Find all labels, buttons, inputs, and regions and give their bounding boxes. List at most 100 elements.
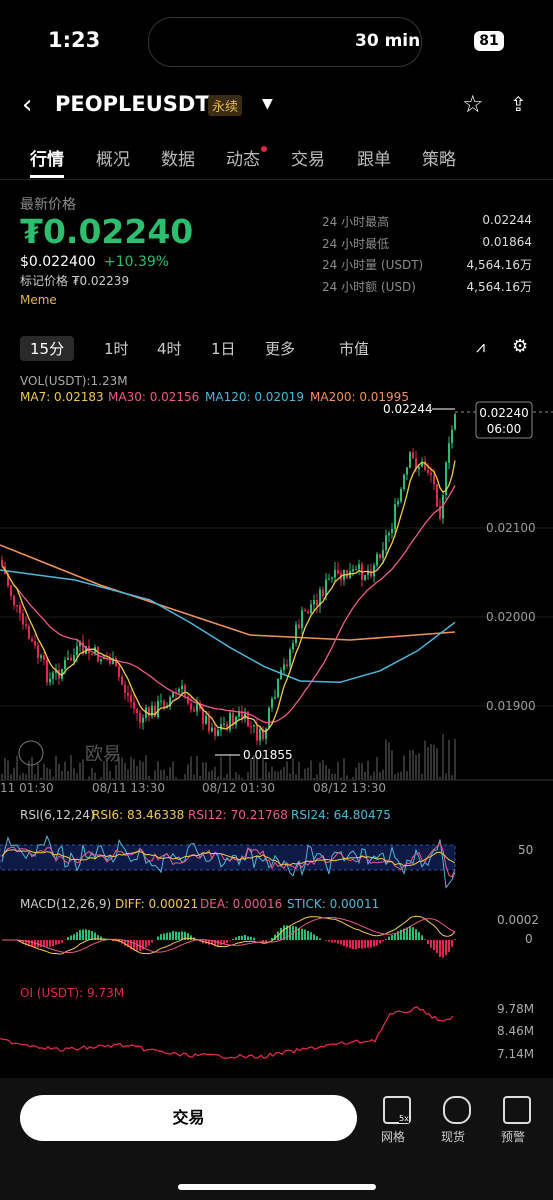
volume bbox=[400, 771, 402, 780]
volume bbox=[277, 771, 279, 780]
volume bbox=[241, 777, 243, 780]
macd-bar bbox=[358, 940, 360, 949]
favorite[interactable]: ☆ bbox=[462, 90, 484, 118]
volume bbox=[316, 774, 318, 780]
volume bbox=[94, 772, 96, 780]
volume bbox=[307, 767, 309, 780]
icon[interactable] bbox=[383, 1096, 411, 1124]
volume bbox=[367, 760, 369, 780]
candle bbox=[436, 484, 438, 507]
macd-bar bbox=[28, 940, 30, 947]
interval[interactable]: 市值 bbox=[339, 340, 370, 358]
candle bbox=[169, 697, 171, 707]
symbol[interactable]: PEOPLEUSDT bbox=[55, 92, 210, 116]
candle bbox=[277, 679, 279, 698]
volume bbox=[112, 778, 114, 780]
volume bbox=[415, 754, 417, 780]
volume bbox=[397, 772, 399, 780]
volume bbox=[451, 775, 453, 780]
volume bbox=[100, 777, 102, 780]
macd-head: MACD(12,26,9) bbox=[20, 897, 111, 911]
volume bbox=[319, 762, 321, 780]
oi-head: OI (USDT): 9.73M bbox=[20, 986, 124, 1000]
macd-bar bbox=[265, 940, 267, 942]
rsi-level: 50 bbox=[518, 843, 533, 857]
volume bbox=[328, 768, 330, 780]
macd-bar bbox=[340, 940, 342, 945]
ma-label: MA7: 0.02183 bbox=[20, 390, 104, 404]
icon-label: 网格 bbox=[381, 1130, 406, 1144]
volume bbox=[262, 756, 264, 780]
volume bbox=[139, 760, 141, 780]
candle bbox=[403, 474, 405, 489]
macd-bar bbox=[364, 940, 366, 949]
volume bbox=[406, 771, 408, 780]
tab[interactable]: 数据 bbox=[161, 150, 195, 170]
candle bbox=[262, 729, 264, 740]
dropdown[interactable]: ▼ bbox=[262, 96, 273, 112]
volume bbox=[199, 776, 201, 780]
icon[interactable] bbox=[443, 1096, 471, 1124]
candle bbox=[100, 659, 102, 662]
badge: 永续 bbox=[208, 95, 243, 116]
settings-icon[interactable]: ⚙ bbox=[512, 336, 529, 357]
icon-label: 现货 bbox=[441, 1130, 466, 1144]
interval[interactable]: 4时 bbox=[157, 340, 182, 358]
macd-bar bbox=[307, 930, 309, 940]
dynamic-island bbox=[148, 17, 422, 67]
volume bbox=[232, 778, 234, 780]
back[interactable]: ‹ bbox=[22, 90, 33, 120]
volume bbox=[235, 772, 237, 780]
tab[interactable]: 动态 bbox=[226, 150, 260, 170]
interval[interactable]: 1日 bbox=[211, 340, 236, 358]
macd-bar bbox=[391, 935, 393, 940]
volume bbox=[115, 764, 117, 780]
candle bbox=[73, 655, 75, 661]
volume bbox=[223, 777, 225, 780]
tab[interactable]: 概况 bbox=[96, 150, 130, 170]
volume bbox=[136, 766, 138, 780]
change: +10.39% bbox=[104, 254, 170, 270]
volume bbox=[376, 756, 378, 780]
ma120 bbox=[0, 569, 456, 684]
macd-bar bbox=[313, 934, 315, 940]
volume bbox=[448, 739, 450, 780]
volume bbox=[4, 758, 6, 780]
tab[interactable]: 交易 bbox=[291, 150, 325, 170]
macd-bar bbox=[112, 940, 114, 942]
macd-bar bbox=[226, 940, 228, 943]
macd-bar bbox=[58, 940, 60, 945]
interval[interactable]: 更多 bbox=[265, 340, 296, 358]
macd-bar bbox=[388, 936, 390, 940]
volume bbox=[280, 769, 282, 780]
candle bbox=[70, 657, 72, 661]
volume bbox=[184, 774, 186, 780]
rsi-item: RSI12: 70.21768 bbox=[188, 808, 288, 822]
macd-bar bbox=[160, 934, 162, 940]
volume bbox=[76, 773, 78, 780]
interval[interactable]: 1时 bbox=[104, 340, 129, 358]
tab[interactable]: 行情 bbox=[30, 150, 64, 170]
macd-bar bbox=[433, 940, 435, 951]
volume bbox=[418, 753, 420, 780]
candle bbox=[10, 585, 12, 596]
tab[interactable]: 跟单 bbox=[357, 150, 391, 170]
icon[interactable] bbox=[503, 1096, 531, 1124]
trade-button[interactable]: 交易 bbox=[20, 1095, 357, 1141]
candle bbox=[274, 697, 276, 699]
macd-bar bbox=[376, 940, 378, 946]
candle bbox=[382, 549, 384, 559]
tab[interactable]: 策略 bbox=[422, 150, 456, 170]
volume bbox=[181, 779, 183, 780]
share[interactable]: ⇪ bbox=[510, 92, 527, 116]
macd-bar bbox=[172, 931, 174, 940]
candle bbox=[412, 452, 414, 459]
indicator-icon[interactable]: ⩘ bbox=[476, 337, 486, 356]
candle bbox=[16, 605, 18, 607]
candle bbox=[124, 684, 126, 693]
interval[interactable]: 15分 bbox=[20, 336, 75, 361]
icon-label: 预警 bbox=[501, 1130, 526, 1144]
volume bbox=[358, 762, 360, 780]
volume bbox=[286, 761, 288, 780]
candle bbox=[415, 458, 417, 470]
